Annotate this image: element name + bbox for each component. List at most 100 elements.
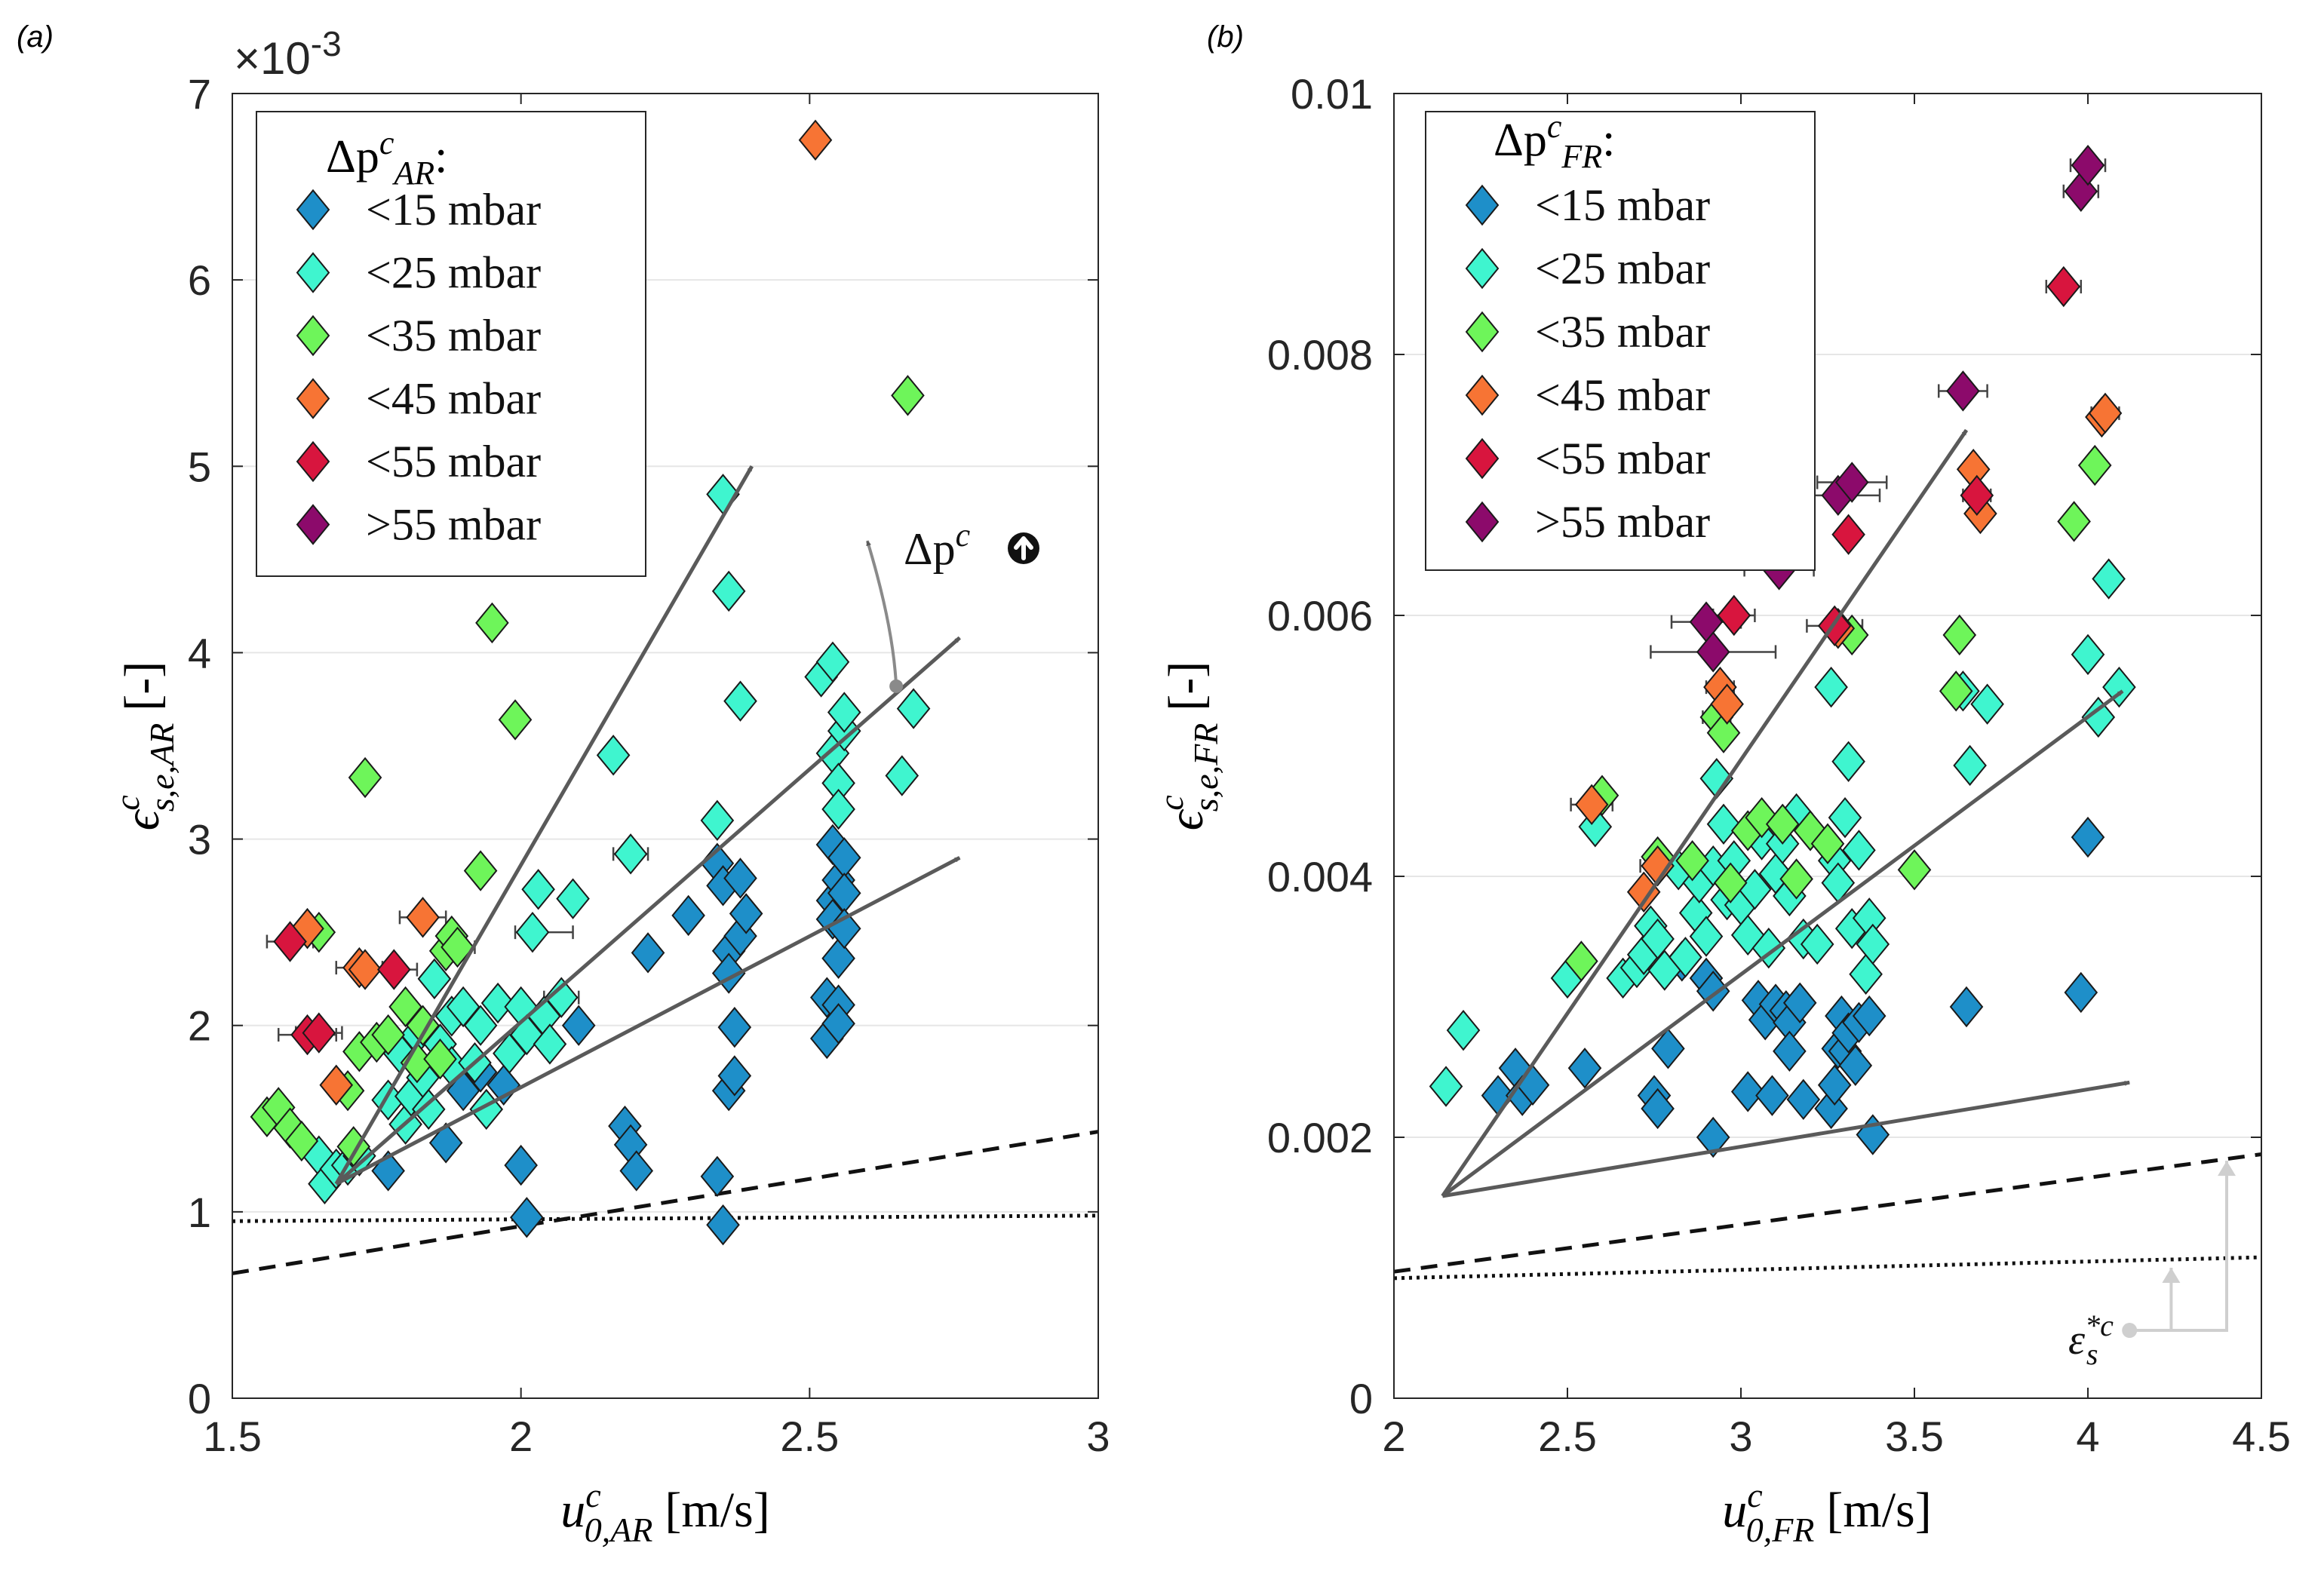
panel-a-data-point [302,1012,336,1054]
panel-a-frame [232,93,1099,1399]
legend-marker [1465,501,1500,543]
panel-a-tick-labels: 1.5 2 2.5 3 0 1 2 3 4 5 6 7 [188,70,1110,1460]
panel-b-data-point [1810,823,1845,864]
panel-b-ylabel: ϵcs,e,FR[-] [1152,661,1225,830]
legend-marker [1465,437,1500,480]
panel-a-data-point [631,932,665,974]
panel-a-ytick-label: 7 [188,70,211,118]
legend-label: >55 mbar [1535,497,1710,547]
panel-a-xtick-label: 2.5 [780,1413,839,1460]
panel-b-xtick-label: 2.5 [1538,1413,1597,1460]
panel-b-data-point [1814,666,1848,708]
panel-b-data-point [1828,796,1862,839]
panel-a-data-point [827,692,861,733]
panel-a-data-point [619,1150,654,1192]
panel-a-data-point [411,1088,446,1130]
panel-b-epsilon-annotation-arrows [2122,1161,2236,1339]
panel-b-data-point [1856,923,1890,965]
panel-b-annotation-elbow [2129,1161,2228,1333]
panel-b-xtick-label: 4 [2076,1413,2099,1460]
panel-b-xtick-label: 2 [1382,1413,1405,1460]
panel-a-ytick-label: 0 [188,1375,211,1422]
panel-a-legend-title: ΔpcAR: [326,124,447,192]
panel-b-data-point [1669,937,1702,978]
panel-b-data-point [1706,712,1741,753]
legend-label: >55 mbar [366,500,541,550]
legend-marker [1465,247,1500,290]
panel-b-data-point [2102,666,2136,708]
panel-a-data-point [348,949,382,990]
panel-b-xtick-label: 4.5 [2232,1413,2291,1460]
panel-a-data-point [711,570,746,612]
panel-b-trend-arrow [1441,428,1969,1198]
panel-a-ytick-label: 6 [188,256,211,304]
panel-b-data-point [1782,982,1817,1024]
panel-a-trend-arrows [334,465,961,1186]
legend-marker [1465,311,1500,353]
up-arrow-circle-icon [1008,532,1039,564]
panel-b-data-point [2088,392,2123,434]
panel-a-exponent: ×10-3 [234,24,342,84]
panel-a-markers [250,119,931,1246]
panel-b-dashed-line [1393,1152,2262,1274]
legend-marker [296,378,330,419]
panel-b-label: (b) [1207,20,1244,54]
panel-a-dotted-line [232,1213,1099,1223]
panel-a-data-point [821,788,855,830]
panel-a-data-point [700,799,735,842]
panel-a-data-point [671,894,705,937]
panel-a-data-point [463,1005,498,1046]
panel-a-data-point [406,897,440,938]
panel-b-ytick-label: 0.008 [1267,331,1373,379]
panel-b-ytick-label: 0.004 [1267,853,1373,900]
panel-b-data-point [1651,1028,1685,1069]
panel-b-data-point [1842,830,1876,871]
panel-a-data-point [423,1038,457,1080]
panel-b-data-point [1786,1078,1821,1121]
legend-label: <35 mbar [366,311,541,360]
panel-b-trend-arrows [1441,428,2130,1198]
panel-a-data-point [521,869,555,910]
panel-a-dashed-line [232,1130,1099,1275]
panel-b-data-point [1429,1066,1463,1107]
panel-b-data-point [1765,803,1800,845]
panel-b-data-point [1946,370,1980,412]
panel-a-data-point [723,680,757,722]
panel-b-data-point [1446,1009,1481,1051]
legend-label: <15 mbar [366,185,541,235]
panel-a-data-point [319,1064,354,1106]
panel-b-ytick-label: 0.002 [1267,1114,1373,1161]
panel-b-data-point [1849,953,1883,995]
panel-a-data-point [544,977,579,1018]
panel-b-data-point [1574,784,1609,826]
panel-b-data-point [1564,940,1598,982]
panel-a-ylabel: ϵcs,e,AR[-] [108,661,181,830]
panel-a-data-point [487,1064,521,1106]
panel-b-data-point [1953,744,1987,787]
panel-b-epsilon-label: ε*c s [2068,1308,2114,1371]
panel-a-trend-arrow [335,636,961,1186]
panel-b-data-point [1578,806,1613,848]
panel-b-data-point [2071,816,2105,858]
panel-a-xtick-label: 2 [509,1413,533,1460]
panel-b-legend-title: ΔpcFR: [1494,108,1615,175]
panel-b-data-point [1831,514,1865,555]
panel-a-xlabel: uc 0,AR [m/s] [560,1476,769,1549]
panel-a-data-point [290,908,324,949]
panel-b: (b) 2 2.5 3 3.5 4 4.5 0 0.002 0.004 0.006 0.008 0.0… [1152,20,2291,1549]
panel-b-data-point [2077,444,2112,486]
panel-a-data-point [475,602,509,644]
panel-b-data-point [1970,683,2004,725]
panel-b-data-point [1838,1045,1873,1087]
panel-b-annotation-arrowhead [2218,1161,2236,1177]
panel-b-data-point [2064,971,2098,1014]
legend-label: <25 mbar [366,248,541,298]
legend-label: <45 mbar [366,374,541,424]
panel-b-data-point [1567,1048,1602,1089]
panel-a-xtick-label: 1.5 [203,1413,262,1460]
panel-b-data-point [2092,558,2126,600]
panel-a-data-point [815,641,850,683]
panel-a-exponent-power: -3 [311,24,342,63]
panel-a-data-point [717,1055,752,1097]
